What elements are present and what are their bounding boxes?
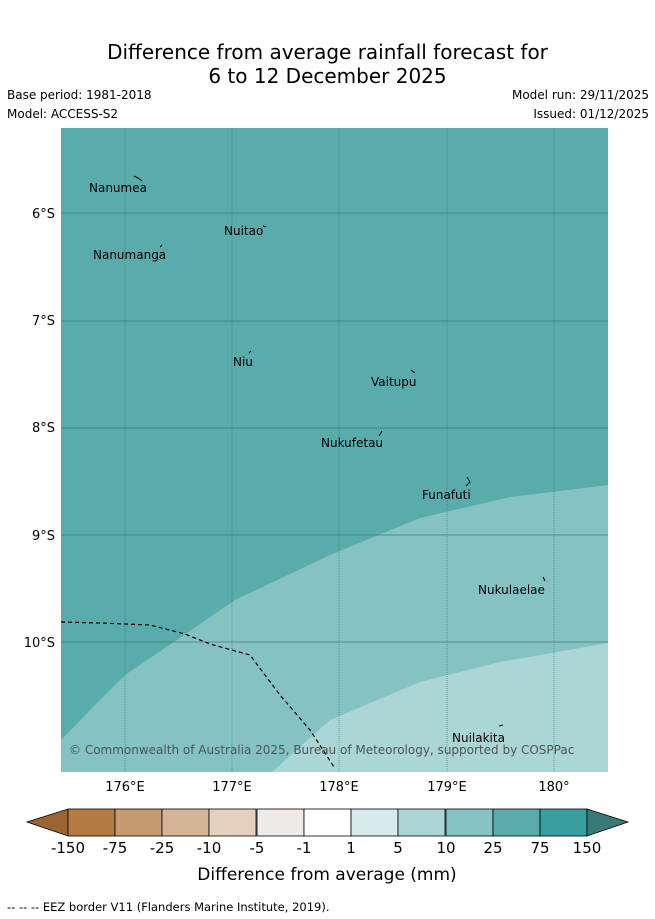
colorbar-tick: -5	[250, 839, 265, 857]
colorbar-tick: 1	[346, 839, 356, 857]
colorbar-segment	[492, 808, 541, 837]
nuitao-island-shape	[262, 225, 267, 228]
colorbar-legend: -150 -75 -25 -10 -5 -1 1 5 10 25 75 150 …	[25, 808, 630, 885]
colorbar-tick: 75	[530, 839, 549, 857]
colorbar-extend-high	[586, 808, 630, 837]
colorbar-tick: -25	[150, 839, 175, 857]
colorbar-segment	[397, 808, 446, 837]
lon-label: 177°E	[212, 780, 252, 795]
graticule	[61, 128, 608, 772]
eez-border-note: -- -- -- EEZ border V11 (Flanders Marine…	[7, 900, 330, 914]
colorbar-tick: 10	[436, 839, 455, 857]
nanumea-island-shape	[133, 175, 143, 182]
colorbar-tick: 5	[393, 839, 403, 857]
island-label-niu: Niu	[233, 355, 253, 369]
island-label-vaitupu: Vaitupu	[371, 375, 417, 389]
colorbar-tick: 150	[573, 839, 602, 857]
colorbar-tick: -1	[297, 839, 312, 857]
funafuti-island-shape	[465, 476, 471, 487]
nanumanga-island-shape	[159, 244, 163, 248]
lat-label: 7°S	[32, 314, 55, 329]
title-line-1: Difference from average rainfall forecas…	[107, 40, 548, 64]
island-marks	[133, 175, 546, 727]
island-label-nanumanga: Nanumanga	[93, 248, 166, 262]
colorbar-segment	[67, 808, 116, 837]
colorbar-segment	[256, 808, 305, 837]
colorbar-extend-low	[25, 808, 69, 837]
map-area: Nanumea Nuitao Nanumanga Niu Vaitupu Nuk…	[61, 128, 608, 772]
colorbar-segment	[114, 808, 163, 837]
vaitupu-island-shape	[410, 369, 416, 374]
model-run-label: Model run: 29/11/2025	[511, 88, 649, 102]
base-period-label: Base period: 1981-2018	[7, 88, 152, 102]
copyright-notice: © Commonwealth of Australia 2025, Bureau…	[69, 743, 574, 757]
colorbar-tick: 25	[483, 839, 502, 857]
island-label-nuilakita: Nuilakita	[452, 731, 505, 745]
colorbar-segment	[161, 808, 210, 837]
axis-labels: 6°S 7°S 8°S 9°S 10°S 176°E 177°E 178°E 1…	[24, 207, 570, 795]
island-label-nukufetau: Nukufetau	[321, 436, 383, 450]
nuilakita-island-shape	[498, 724, 504, 727]
colorbar-tick-labels: -150 -75 -25 -10 -5 -1 1 5 10 25 75 150	[51, 839, 601, 857]
nukufetau-island-shape	[378, 430, 383, 437]
island-label-nanumea: Nanumea	[89, 181, 147, 195]
lat-label: 9°S	[32, 529, 55, 544]
niu-island-shape	[248, 350, 252, 354]
island-labels: Nanumea Nuitao Nanumanga Niu Vaitupu Nuk…	[89, 181, 545, 745]
rainfall-zone-5-10	[272, 643, 608, 772]
lon-label: 178°E	[319, 780, 359, 795]
map-title: Difference from average rainfall forecas…	[0, 40, 655, 88]
lat-label: 10°S	[24, 636, 55, 651]
model-label: Model: ACCESS-S2	[7, 107, 119, 121]
colorbar-segment	[445, 808, 494, 837]
eez-border	[61, 621, 335, 768]
title-line-2: 6 to 12 December 2025	[208, 64, 447, 88]
lon-label: 180°	[538, 780, 569, 795]
lon-label: 179°E	[427, 780, 467, 795]
island-label-nuitao: Nuitao	[224, 224, 263, 238]
island-label-funafuti: Funafuti	[422, 488, 471, 502]
nukulaelae-island-shape	[542, 576, 546, 582]
colorbar-segment	[303, 808, 352, 837]
lat-label: 6°S	[32, 207, 55, 222]
issued-label: Issued: 01/12/2025	[533, 107, 649, 121]
colorbar-tick: -75	[103, 839, 128, 857]
lat-label: 8°S	[32, 421, 55, 436]
colorbar-segment	[539, 808, 588, 837]
colorbar-tick: -150	[51, 839, 85, 857]
island-label-nukulaelae: Nukulaelae	[478, 583, 545, 597]
colorbar-segment	[350, 808, 399, 837]
lon-label: 176°E	[105, 780, 145, 795]
colorbar-title: Difference from average (mm)	[197, 865, 456, 885]
colorbar-segment	[208, 808, 257, 837]
colorbar-tick: -10	[197, 839, 222, 857]
